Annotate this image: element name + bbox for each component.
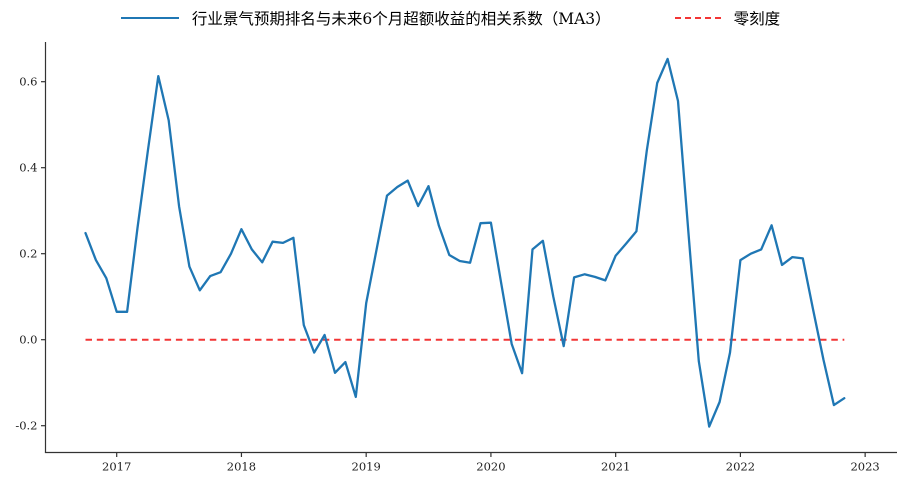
x-tick-label: 2022	[726, 460, 755, 474]
x-tick-label: 2018	[227, 460, 256, 474]
x-tick-label: 2020	[476, 460, 505, 474]
chart-legend: 行业景气预期排名与未来6个月超额收益的相关系数（MA3） 零刻度	[0, 6, 901, 30]
correlation-series-line	[84, 57, 846, 428]
legend-label-zero-line: 零刻度	[733, 10, 781, 28]
legend-label-correlation-series: 行业景气预期排名与未来6个月超额收益的相关系数（MA3）	[191, 10, 611, 28]
x-tick-label: 2019	[352, 460, 381, 474]
y-tick-label: 0.4	[19, 161, 37, 175]
legend-line-sample-red-dashed	[674, 17, 721, 19]
y-tick-label: 0.6	[19, 75, 37, 89]
x-tick-label: 2021	[601, 460, 630, 474]
y-tick-label: 0.0	[19, 333, 37, 347]
x-tick-label: 2017	[102, 460, 131, 474]
y-tick-label: 0.2	[19, 247, 37, 261]
x-tick-label: 2023	[850, 460, 879, 474]
legend-line-sample-blue	[120, 17, 179, 19]
y-tick-label: -0.2	[15, 419, 37, 433]
